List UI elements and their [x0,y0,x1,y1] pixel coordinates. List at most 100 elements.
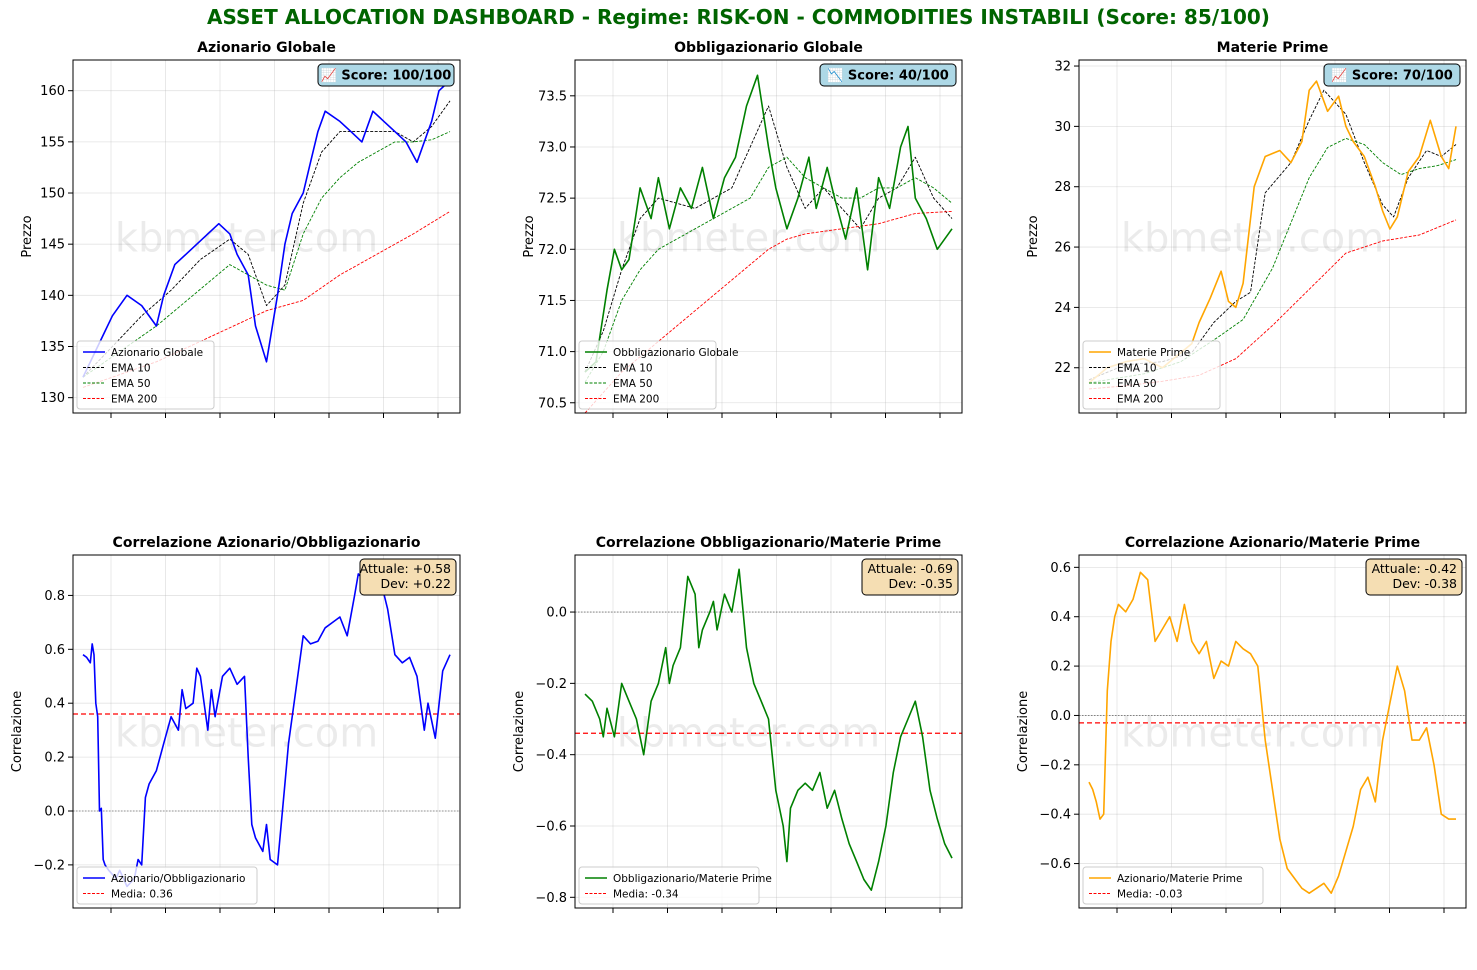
panel-title: Azionario Globale [197,40,336,56]
legend-label: Media: -0.34 [613,888,679,900]
chart-svg: Correlazione Azionario/Obbligazionario −0… [10,535,461,913]
legend-label: EMA 50 [613,378,653,390]
y-tick-label: 72.0 [538,243,567,258]
chart-svg: Correlazione Azionario/Materie Prime −0.6… [1016,535,1467,913]
y-tick-label: 0.4 [1050,610,1071,625]
chart-svg: Correlazione Obbligazionario/Materie Pri… [512,535,963,913]
stat-box [1365,558,1463,596]
panel-title: Obbligazionario Globale [674,40,863,56]
y-tick-label: 140 [40,289,65,304]
chart-svg: Azionario Globale 130 135 140 145 150 155 160 Pr… [20,40,461,418]
score-box [317,63,455,87]
y-tick-label: −0.2 [1039,758,1071,773]
y-tick-label: 0.6 [44,643,65,658]
y-tick-label: 30 [1054,120,1071,135]
legend-label: Obbligazionario Globale [613,347,738,359]
y-tick-label: 145 [40,238,65,253]
y-tick-label: 71.5 [538,294,567,309]
y-tick-label: 160 [40,84,65,99]
score-label: 📉 Score: 40/100 [827,68,949,84]
legend-label: EMA 10 [1117,362,1157,374]
y-tick-label: 22 [1054,361,1071,376]
panel-title: Correlazione Obbligazionario/Materie Pri… [596,535,941,551]
y-tick-label: 26 [1054,241,1071,256]
y-tick-label: 0.4 [44,697,65,712]
y-tick-label: −0.4 [535,748,567,763]
ema-line-ema10 [1088,89,1457,381]
ema-line-ema50 [82,131,451,378]
y-axis-label: Prezzo [20,215,35,257]
chart-equity-price: Azionario Globale 130 135 140 145 150 155 160 Pr… [10,35,470,475]
chart-commodity-price: Materie Prime 22 24 26 28 30 32 Prezzo kbmeter.c… [1016,35,1476,475]
y-tick-label: −0.6 [535,819,567,834]
score-box [819,63,957,87]
chart-corr-equity-bond: Correlazione Azionario/Obbligazionario −0… [10,530,470,970]
y-tick-label: 73.0 [538,140,567,155]
legend-label: EMA 200 [613,393,659,405]
y-tick-label: 0.6 [1050,561,1071,576]
y-tick-label: 73.5 [538,89,567,104]
score-box [1323,63,1461,87]
stat-deviation: Dev: -0.38 [1392,576,1457,591]
stat-deviation: Dev: +0.22 [380,576,451,591]
y-axis-label: Correlazione [10,691,25,772]
y-tick-label: −0.2 [535,677,567,692]
legend-label: Azionario/Obbligazionario [111,873,245,885]
legend-label: EMA 10 [613,362,653,374]
legend-label: Materie Prime [1117,347,1190,359]
y-tick-label: 72.5 [538,192,567,207]
legend-label: EMA 50 [111,378,151,390]
stat-current: Attuale: -0.42 [1372,561,1457,576]
axes-frame [1078,554,1467,909]
y-tick-label: 0.0 [546,606,567,621]
stat-box [861,558,959,596]
y-tick-label: 150 [40,187,65,202]
ema-line-ema200 [82,211,451,388]
legend-label: EMA 200 [111,393,157,405]
y-tick-label: 70.5 [538,396,567,411]
stat-deviation: Dev: -0.35 [888,576,953,591]
legend-box [1082,340,1221,410]
legend-box [578,866,760,905]
y-tick-label: 0.2 [44,751,65,766]
legend-label: Media: 0.36 [111,888,173,900]
stat-current: Attuale: +0.58 [360,561,451,576]
legend-label: Obbligazionario/Materie Prime [613,873,772,885]
y-tick-label: 0.8 [44,589,65,604]
legend-label: Media: -0.03 [1117,888,1183,900]
chart-svg: Obbligazionario Globale 70.5 71.0 71.5 72.0 7… [522,40,963,418]
y-tick-label: 28 [1054,180,1071,195]
series-line [82,79,451,378]
chart-corr-equity-commodity: Correlazione Azionario/Materie Prime −0.6… [1016,530,1476,970]
score-label: 📈 Score: 70/100 [1331,68,1453,84]
watermark: kbmeter.com [1121,216,1384,262]
y-tick-label: 135 [40,340,65,355]
y-tick-label: 130 [40,391,65,406]
y-tick-label: −0.6 [1039,857,1071,872]
panel-title: Correlazione Azionario/Obbligazionario [113,535,421,551]
watermark: kbmeter.com [115,216,378,262]
ema-line-ema10 [82,100,451,378]
chart-bond-price: Obbligazionario Globale 70.5 71.0 71.5 72.0 7… [512,35,972,475]
stat-current: Attuale: -0.69 [868,561,953,576]
y-tick-label: 0.0 [44,804,65,819]
watermark: kbmeter.com [617,216,880,262]
y-tick-label: −0.4 [1039,808,1071,823]
axes-frame [72,554,461,909]
score-label: 📈 Score: 100/100 [321,68,452,84]
legend-label: Azionario/Materie Prime [1117,873,1243,885]
y-tick-label: 24 [1054,301,1071,316]
y-axis-label: Prezzo [1026,215,1041,257]
y-axis-label: Prezzo [522,215,537,257]
legend-box [578,340,717,410]
y-tick-label: −0.2 [33,858,65,873]
y-tick-label: −0.8 [535,891,567,906]
chart-corr-bond-commodity: Correlazione Obbligazionario/Materie Pri… [512,530,972,970]
axes-frame [72,59,461,414]
watermark: kbmeter.com [617,711,880,757]
y-tick-label: 71.0 [538,345,567,360]
legend-label: EMA 200 [1117,393,1163,405]
y-tick-label: 155 [40,135,65,150]
series-line [584,568,953,892]
panel-title: Materie Prime [1217,40,1329,56]
